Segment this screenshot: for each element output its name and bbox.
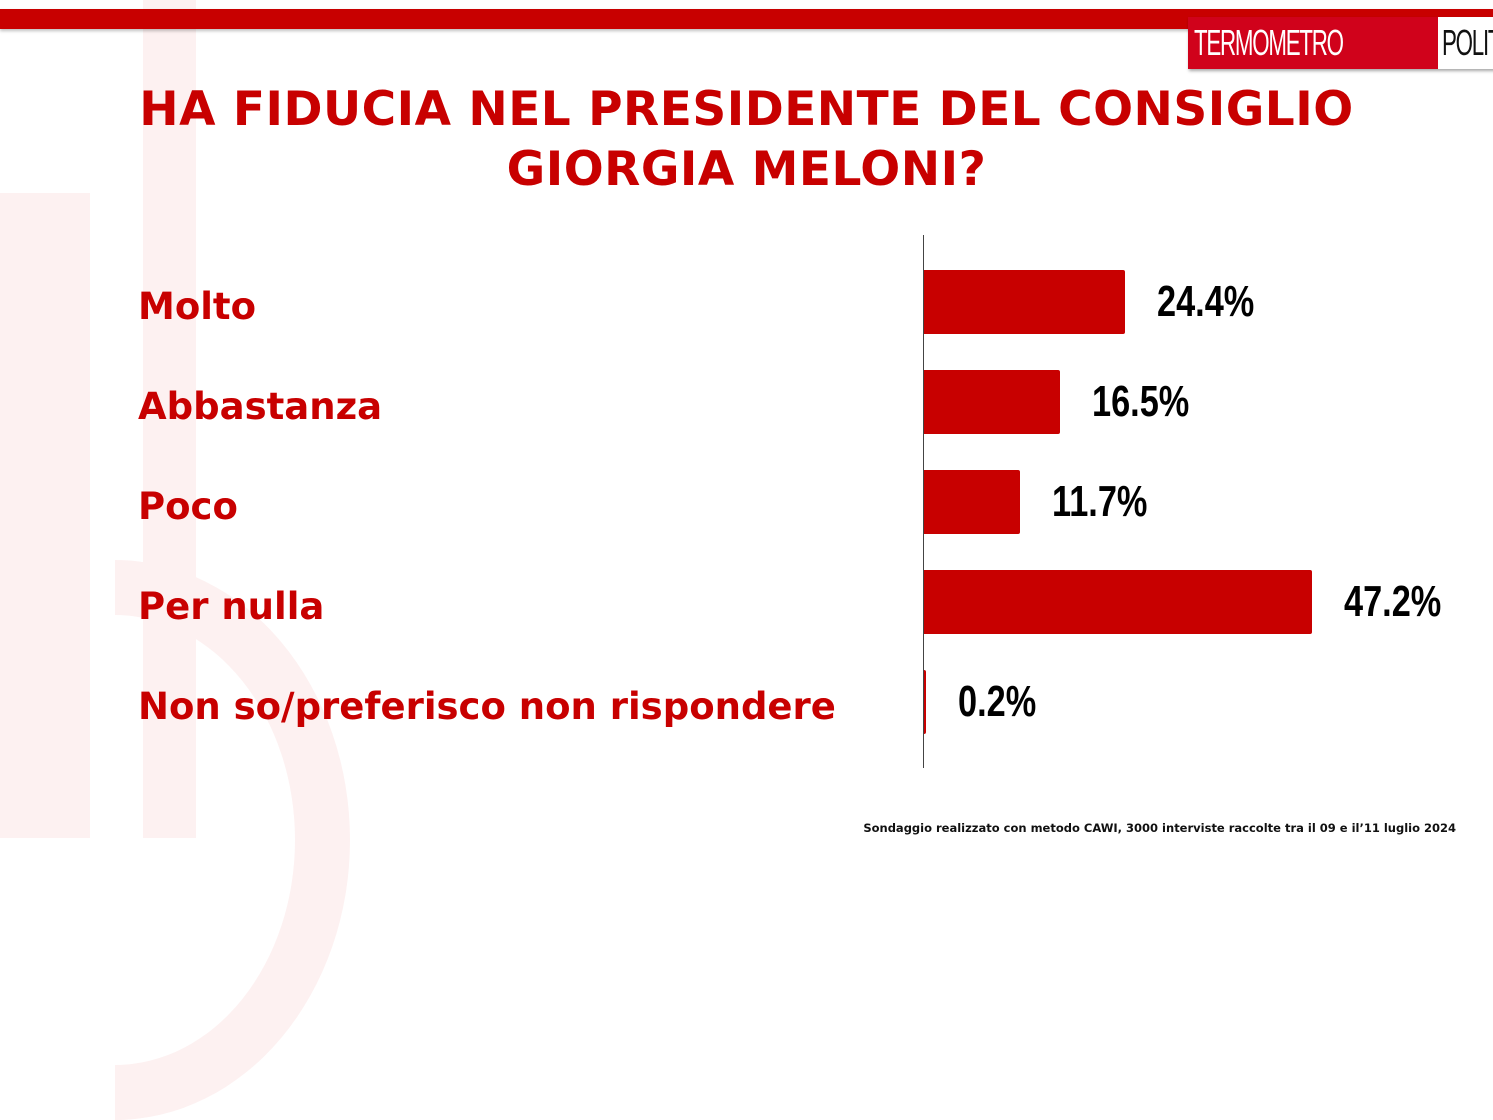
logo-right-text: POLITICO (1441, 22, 1493, 63)
value-label: 11.7% (1052, 477, 1148, 526)
value-label: 47.2% (1343, 577, 1442, 626)
category-label: Abbastanza (138, 385, 383, 428)
chart-title-line-2: GIORGIA MELONI? (506, 142, 987, 197)
category-label: Per nulla (138, 585, 325, 628)
category-label: Poco (138, 485, 238, 528)
bar-molto (924, 270, 1125, 334)
survey-footnote: Sondaggio realizzato con metodo CAWI, 30… (863, 821, 1456, 835)
top-accent-bar (0, 9, 1493, 29)
category-label: Non so/preferisco non rispondere (138, 685, 836, 728)
value-label: 24.4% (1156, 277, 1254, 326)
logo-left-text: TERMOMETRO (1194, 22, 1344, 63)
bar-per-nulla (924, 570, 1312, 634)
termometro-politico-logo: TERMOMETRO POLITICO (1188, 17, 1493, 69)
y-axis-line (923, 235, 924, 768)
watermark-block (0, 193, 90, 838)
logo-right-part: POLITICO (1437, 17, 1493, 69)
value-label: 16.5% (1091, 377, 1189, 426)
category-label: Molto (138, 285, 257, 328)
bar-poco (924, 470, 1021, 534)
value-label: 0.2% (958, 677, 1037, 726)
bar-non-so (924, 670, 926, 734)
bar-abbastanza (924, 370, 1060, 434)
chart-title: HA FIDUCIA NEL PRESIDENTE DEL CONSIGLIO … (0, 80, 1493, 200)
logo-left-part: TERMOMETRO (1188, 17, 1438, 69)
chart-title-line-1: HA FIDUCIA NEL PRESIDENTE DEL CONSIGLIO (139, 82, 1354, 137)
